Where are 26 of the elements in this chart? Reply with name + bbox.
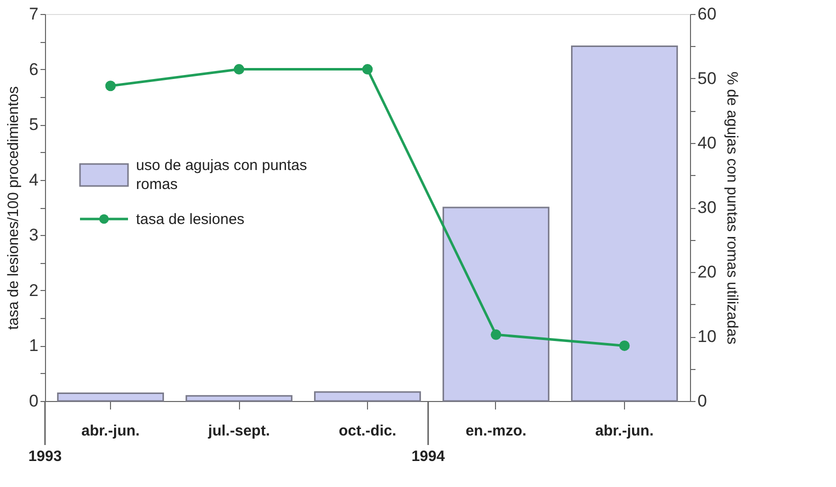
x-tick-label: abr.-jun.: [595, 422, 654, 440]
x-tick-label: en.-mzo.: [466, 422, 526, 440]
y2-tick-label: 20: [698, 262, 716, 282]
y2-axis-title: % de agujas con puntas romas utilizadas: [723, 72, 740, 344]
y-axis-title: tasa de lesiones/100 procedimientos: [5, 86, 22, 330]
legend-label: tasa de lesiones: [136, 211, 244, 228]
y2-tick-label: 50: [698, 69, 716, 88]
y-tick-label: 0: [29, 392, 38, 410]
x-tick-label: oct.-dic.: [338, 422, 396, 440]
y-tick-label: 3: [29, 226, 38, 245]
y-tick-label: 1: [29, 336, 38, 356]
text: 1993: [28, 448, 62, 465]
text: 1994: [411, 448, 446, 465]
x-tick-label: jul.-sept.: [207, 422, 270, 440]
x-tick-label: abr.-jun.: [81, 422, 140, 440]
y-tick-label: 4: [29, 170, 38, 190]
y2-tick-label: 10: [698, 327, 716, 346]
y-tick-label: 6: [29, 60, 38, 79]
y-tick-label: 7: [29, 4, 38, 24]
legend-label: uso de agujas con puntas romas: [136, 157, 307, 193]
y2-tick-label: 40: [698, 134, 716, 152]
y2-tick-label: 0: [698, 392, 707, 410]
y2-tick-label: 60: [698, 4, 716, 24]
y-tick-label: 5: [29, 115, 38, 134]
y-tick-label: 2: [29, 280, 38, 300]
y2-tick-label: 30: [698, 198, 716, 217]
